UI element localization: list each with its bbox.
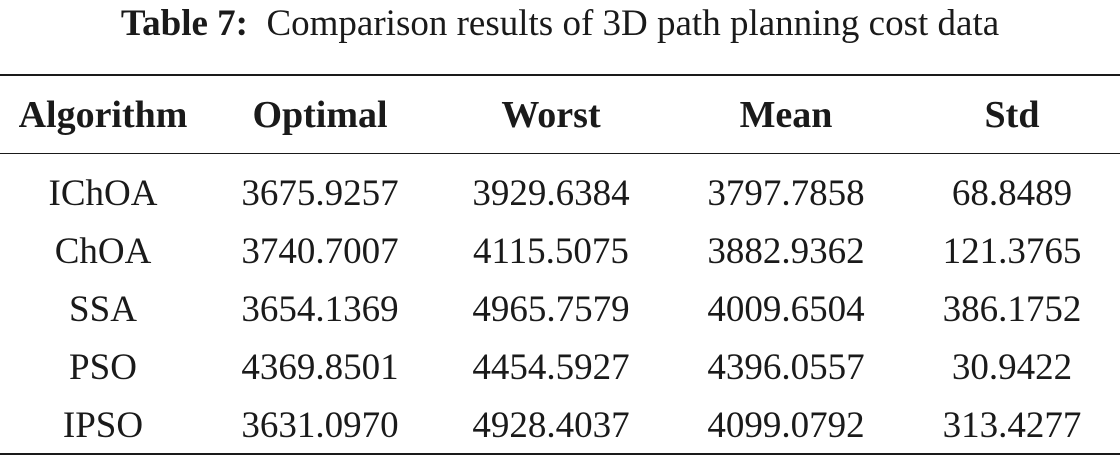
table-caption-label: Table 7: bbox=[120, 3, 248, 44]
cell-optimal: 3631.0970 bbox=[241, 404, 399, 446]
cell-worst: 4928.4037 bbox=[472, 404, 630, 446]
cell-std: 313.4277 bbox=[942, 404, 1082, 446]
table-row: SSA 3654.1369 4965.7579 4009.6504 386.17… bbox=[0, 280, 1120, 338]
cell-mean: 3797.7858 bbox=[707, 172, 865, 214]
cell-mean: 4396.0557 bbox=[707, 346, 865, 388]
header-mean: Mean bbox=[739, 94, 833, 136]
cell-optimal: 4369.8501 bbox=[241, 346, 399, 388]
cell-mean: 4009.6504 bbox=[707, 288, 865, 330]
results-table: Algorithm Optimal Worst Mean Std IChOA 3… bbox=[0, 82, 1120, 454]
cell-algorithm: ChOA bbox=[54, 230, 152, 272]
cell-optimal: 3740.7007 bbox=[241, 230, 399, 272]
cell-std: 121.3765 bbox=[942, 230, 1082, 272]
table-row: IPSO 3631.0970 4928.4037 4099.0792 313.4… bbox=[0, 396, 1120, 454]
header-std: Std bbox=[984, 94, 1040, 136]
top-rule bbox=[0, 74, 1120, 76]
cell-mean: 3882.9362 bbox=[707, 230, 865, 272]
cell-worst: 4454.5927 bbox=[472, 346, 630, 388]
cell-std: 30.9422 bbox=[951, 346, 1073, 388]
table-header-row: Algorithm Optimal Worst Mean Std bbox=[0, 82, 1120, 148]
cell-algorithm: IPSO bbox=[62, 404, 144, 446]
header-rule bbox=[0, 153, 1120, 154]
cell-worst: 4115.5075 bbox=[473, 230, 629, 272]
cell-std: 386.1752 bbox=[942, 288, 1082, 330]
header-optimal: Optimal bbox=[252, 94, 388, 136]
bottom-rule bbox=[0, 453, 1120, 455]
cell-algorithm: IChOA bbox=[48, 172, 158, 214]
cell-algorithm: SSA bbox=[69, 288, 137, 330]
table-row: PSO 4369.8501 4454.5927 4396.0557 30.942… bbox=[0, 338, 1120, 396]
header-algorithm: Algorithm bbox=[18, 94, 188, 136]
table-caption-text: Comparison results of 3D path planning c… bbox=[266, 3, 1000, 44]
header-worst: Worst bbox=[501, 94, 601, 136]
cell-worst: 3929.6384 bbox=[472, 172, 630, 214]
table-row: IChOA 3675.9257 3929.6384 3797.7858 68.8… bbox=[0, 148, 1120, 222]
table-row: ChOA 3740.7007 4115.5075 3882.9362 121.3… bbox=[0, 222, 1120, 280]
cell-std: 68.8489 bbox=[951, 172, 1073, 214]
cell-optimal: 3654.1369 bbox=[241, 288, 399, 330]
cell-worst: 4965.7579 bbox=[472, 288, 630, 330]
table-caption: Table 7: Comparison results of 3D path p… bbox=[0, 2, 1120, 46]
cell-algorithm: PSO bbox=[69, 346, 137, 388]
cell-mean: 4099.0792 bbox=[707, 404, 865, 446]
cell-optimal: 3675.9257 bbox=[241, 172, 399, 214]
